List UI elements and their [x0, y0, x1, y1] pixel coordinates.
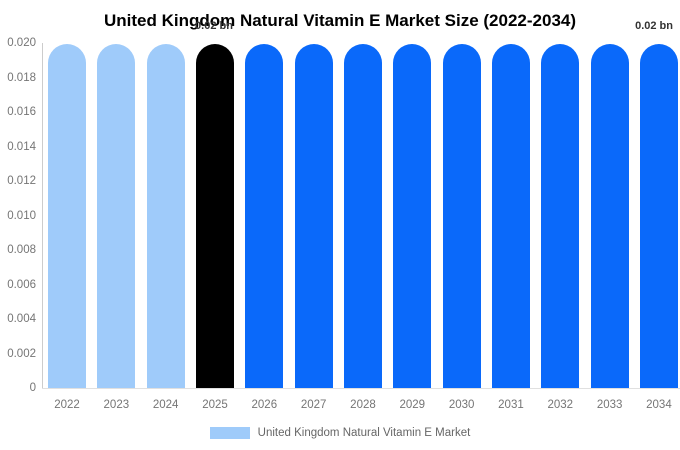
- bar-2027[interactable]: [294, 44, 333, 388]
- chart-title: United Kingdom Natural Vitamin E Market …: [103, 11, 577, 30]
- y-tick-label: 0.006: [7, 278, 36, 291]
- bar-series: [48, 43, 678, 388]
- x-tick-label: 2024: [152, 399, 179, 411]
- bar-2032[interactable]: [541, 44, 580, 388]
- y-tick-label: 0: [29, 382, 36, 394]
- y-tick-label: 0.018: [7, 71, 36, 84]
- x-tick-label: 2022: [54, 399, 80, 411]
- x-tick-label: 2034: [646, 399, 672, 411]
- bar-2022[interactable]: [48, 44, 86, 388]
- x-tick-label: 2028: [350, 399, 376, 411]
- bar-2031[interactable]: [491, 44, 530, 388]
- x-axis: 2022 2023 2024 2025 2026 2027 2028 2029 …: [48, 399, 678, 411]
- bar-2023[interactable]: [97, 44, 136, 388]
- x-axis-baseline: [42, 388, 680, 389]
- x-tick-label: 2031: [498, 399, 524, 411]
- y-tick-label: 0.020: [7, 37, 36, 49]
- y-tick-label: 0.008: [7, 244, 36, 256]
- bar-2026[interactable]: [245, 44, 284, 388]
- y-axis-line: [42, 43, 43, 388]
- bar-2030[interactable]: [442, 44, 481, 388]
- x-tick-label: 2026: [251, 399, 278, 411]
- x-tick-label: 2033: [596, 399, 623, 411]
- x-tick-label: 2030: [448, 399, 475, 411]
- annotation-2025-value: 0.02 bn: [195, 20, 233, 32]
- bar-2033[interactable]: [590, 44, 629, 388]
- bar-2025[interactable]: [195, 44, 234, 388]
- x-tick-label: 2029: [399, 399, 426, 411]
- y-axis: 0.020 0.018 0.016 0.014 0.012 0.010 0.00…: [0, 37, 36, 394]
- bar-2034[interactable]: [639, 44, 678, 388]
- x-tick-label: 2032: [547, 399, 574, 411]
- legend-label[interactable]: United Kingdom Natural Vitamin E Market: [257, 427, 471, 439]
- y-tick-label: 0.012: [7, 175, 36, 187]
- y-tick-label: 0.016: [7, 106, 36, 118]
- x-tick-label: 2027: [300, 399, 327, 411]
- bar-2028[interactable]: [343, 44, 382, 388]
- y-tick-label: 0.014: [7, 140, 36, 153]
- y-tick-label: 0.004: [7, 313, 36, 325]
- y-tick-label: 0.010: [7, 209, 36, 222]
- bar-2024[interactable]: [146, 44, 185, 388]
- legend[interactable]: United Kingdom Natural Vitamin E Market: [0, 427, 680, 439]
- annotation-2034-value: 0.02 bn: [635, 20, 673, 32]
- legend-swatch[interactable]: [209, 427, 250, 439]
- bar-2029[interactable]: [393, 44, 432, 388]
- x-tick-label: 2023: [103, 399, 130, 411]
- y-tick-label: 0.002: [7, 347, 36, 360]
- x-tick-label: 2025: [202, 399, 228, 411]
